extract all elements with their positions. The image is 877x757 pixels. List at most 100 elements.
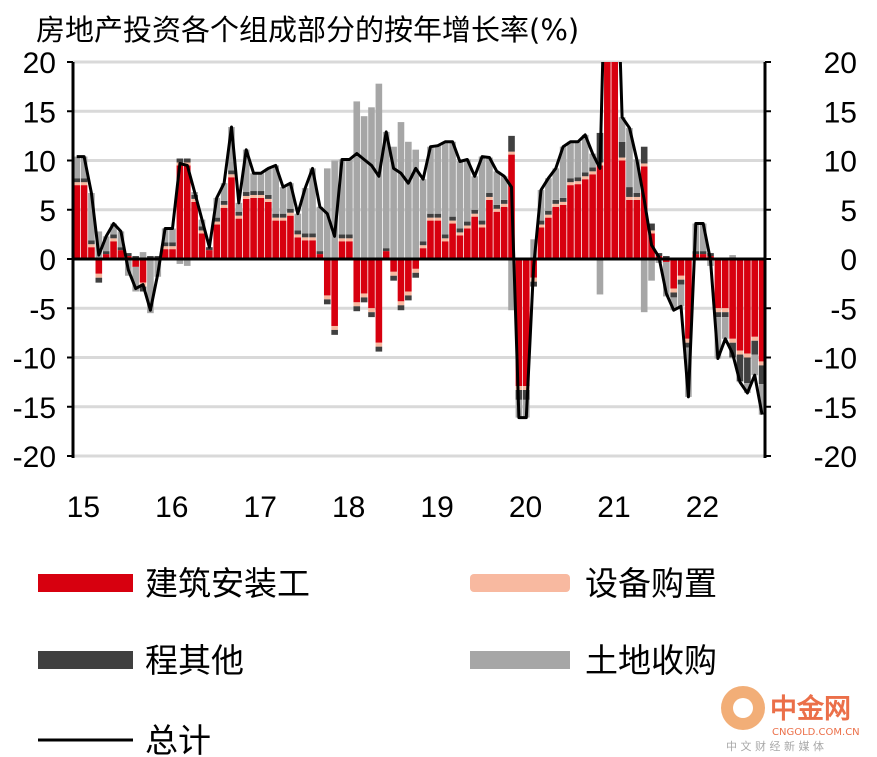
bar-segment-3 xyxy=(545,210,552,215)
left-y-tick-label: -5 xyxy=(29,293,56,326)
bar-segment-1 xyxy=(640,166,648,259)
bar-segment-3 xyxy=(382,248,390,252)
bar-segment-1 xyxy=(331,259,338,326)
bar-segment-1 xyxy=(427,220,434,259)
bar-segment-2 xyxy=(729,338,736,343)
bar-segment-2 xyxy=(670,288,677,293)
bar-segment-3 xyxy=(456,228,464,233)
bar-segment-1 xyxy=(88,247,95,259)
bar-segment-2 xyxy=(213,221,221,225)
watermark-brand: 中金网 xyxy=(770,693,851,725)
bar-segment-4 xyxy=(405,141,412,259)
bar-segment-4 xyxy=(633,159,641,194)
bar-segment-4 xyxy=(714,317,722,359)
left-y-tick-label: -15 xyxy=(13,392,56,425)
bar-segment-2 xyxy=(80,182,88,186)
bar-segment-2 xyxy=(677,275,685,280)
x-tick-label: 20 xyxy=(509,491,542,524)
bar-segment-2 xyxy=(640,163,648,167)
bar-segment-3 xyxy=(736,354,744,382)
bar-segment-1 xyxy=(751,259,759,337)
x-tick-label: 22 xyxy=(686,491,719,524)
bar-segment-3 xyxy=(405,295,412,301)
bar-segment-3 xyxy=(581,172,589,177)
bar-segment-3 xyxy=(397,305,405,311)
bar-segment-3 xyxy=(95,277,103,283)
bar-segment-1 xyxy=(515,259,523,387)
bar-segment-1 xyxy=(250,197,257,259)
bar-segment-4 xyxy=(486,157,493,194)
bar-segment-1 xyxy=(242,198,250,259)
bar-segment-4 xyxy=(287,183,294,209)
right-y-tick-label: -15 xyxy=(814,392,857,425)
right-y-tick-label: -10 xyxy=(814,343,857,376)
bar-segment-3 xyxy=(670,292,677,298)
total-line xyxy=(76,62,764,420)
bar-segment-1 xyxy=(80,185,88,259)
bar-segment-3 xyxy=(323,299,331,305)
bar-segment-3 xyxy=(419,241,427,246)
bar-segment-2 xyxy=(397,301,405,306)
bar-segment-1 xyxy=(139,259,147,283)
bar-segment-2 xyxy=(589,171,596,175)
bar-segment-1 xyxy=(456,235,464,259)
bar-segment-4 xyxy=(353,101,361,260)
watermark-tagline: 中 文 财 经 新 媒 体 xyxy=(726,739,824,753)
bar-segment-3 xyxy=(250,191,257,195)
bar-segment-1 xyxy=(758,259,765,362)
bar-segment-3 xyxy=(427,213,434,218)
x-tick-label: 16 xyxy=(155,491,188,524)
bar-segment-1 xyxy=(191,201,198,259)
bar-segment-3 xyxy=(198,226,206,231)
bar-segment-2 xyxy=(648,230,655,234)
bar-segment-1 xyxy=(132,259,139,267)
chart-title: 房地产投资各个组成部分的按年增长率(%) xyxy=(36,13,579,47)
bar-segment-4 xyxy=(346,159,353,235)
bar-segment-2 xyxy=(250,194,257,198)
bar-segment-1 xyxy=(265,201,272,259)
legend-label: 设备购置 xyxy=(585,564,717,603)
bar-segment-4 xyxy=(250,173,257,192)
axes xyxy=(67,61,771,458)
bar-segment-4 xyxy=(640,259,648,313)
bar-segment-3 xyxy=(758,365,765,385)
bar-segment-3 xyxy=(567,178,574,183)
bar-segment-2 xyxy=(390,271,397,276)
bar-segment-4 xyxy=(110,223,117,235)
bar-segment-3 xyxy=(714,312,722,318)
bar-segment-3 xyxy=(640,146,648,164)
bar-segment-3 xyxy=(338,234,346,239)
legend-swatch xyxy=(38,651,133,669)
bar-segment-2 xyxy=(427,217,434,221)
bar-segment-3 xyxy=(486,193,493,197)
bar-segment-2 xyxy=(581,176,589,180)
right-y-tick-label: -5 xyxy=(830,293,857,326)
bar-segment-2 xyxy=(110,238,117,242)
bar-segment-1 xyxy=(360,259,368,294)
bar-segment-2 xyxy=(618,157,626,161)
bar-segment-2 xyxy=(478,224,486,228)
bar-segment-3 xyxy=(589,167,596,172)
bar-segment-2 xyxy=(714,308,722,313)
bar-segment-1 xyxy=(405,259,412,292)
bar-segment-3 xyxy=(110,234,117,239)
bar-segment-1 xyxy=(390,259,397,272)
bar-segment-3 xyxy=(552,199,560,204)
bar-segment-2 xyxy=(545,214,552,218)
bar-segment-1 xyxy=(235,218,243,259)
bar-segment-3 xyxy=(124,253,132,257)
bar-segment-3 xyxy=(648,223,655,231)
bar-segment-1 xyxy=(169,249,176,259)
bar-segment-2 xyxy=(493,208,501,212)
legend-label: 总计 xyxy=(145,721,211,757)
bar-segment-3 xyxy=(117,247,125,251)
bar-segment-3 xyxy=(441,234,449,239)
bar-segment-1 xyxy=(102,254,110,259)
bar-segment-1 xyxy=(73,185,80,259)
bar-segment-4 xyxy=(147,259,154,314)
bar-segment-1 xyxy=(626,199,633,259)
bar-segment-3 xyxy=(331,329,338,335)
bar-segment-1 xyxy=(721,259,729,309)
bar-segment-1 xyxy=(228,177,235,259)
bar-segment-4 xyxy=(412,149,420,259)
